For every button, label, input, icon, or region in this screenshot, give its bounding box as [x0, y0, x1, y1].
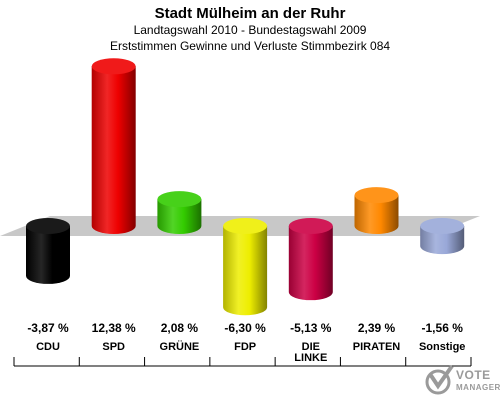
bar-cap-sonstige [420, 218, 465, 234]
category-label: PIRATEN [353, 341, 401, 353]
logo-text-vote: VOTE [456, 368, 491, 382]
category-label: CDU [36, 341, 60, 353]
bar-fdp [223, 226, 268, 316]
bar-cap-grüne [157, 191, 202, 208]
bar-grüne [157, 199, 202, 234]
value-label: 2,08 % [161, 321, 199, 335]
value-label: 2,39 % [358, 321, 396, 335]
bar-sonstige [420, 226, 465, 255]
value-label: -3,87 % [27, 321, 69, 335]
bar-cap-piraten [354, 187, 399, 204]
chart-subtitle-2: Erststimmen Gewinne und Verluste Stimmbe… [109, 39, 391, 53]
value-label: 12,38 % [92, 321, 136, 335]
category-label: SPD [102, 341, 125, 353]
vote-manager-logo: VOTE MANAGER [424, 364, 500, 400]
vote-manager-icon [425, 364, 454, 395]
logo-text-manager: MANAGER [456, 383, 500, 392]
category-label: FDP [234, 341, 256, 353]
bar-cap-fdp [223, 218, 268, 234]
bar-die-linke [288, 226, 333, 301]
value-label: -6,30 % [224, 321, 266, 335]
bar-cdu [26, 226, 70, 284]
bar-cap-die-linke [288, 218, 333, 234]
value-label: -1,56 % [422, 321, 464, 335]
chart-subtitle: Landtagswahl 2010 - Bundestagswahl 2009 [133, 23, 367, 37]
category-label: GRÜNE [160, 340, 200, 353]
bar-cap-cdu [26, 218, 70, 234]
value-label: -5,13 % [290, 321, 332, 335]
bar-spd [91, 66, 136, 234]
category-label: DIE [302, 341, 320, 353]
bar-cap-spd [91, 58, 136, 75]
category-label: Sonstige [419, 341, 465, 353]
chart-title: Stadt Mülheim an der Ruhr [154, 5, 346, 22]
category-label: LINKE [294, 352, 327, 364]
bar-piraten [354, 195, 399, 234]
